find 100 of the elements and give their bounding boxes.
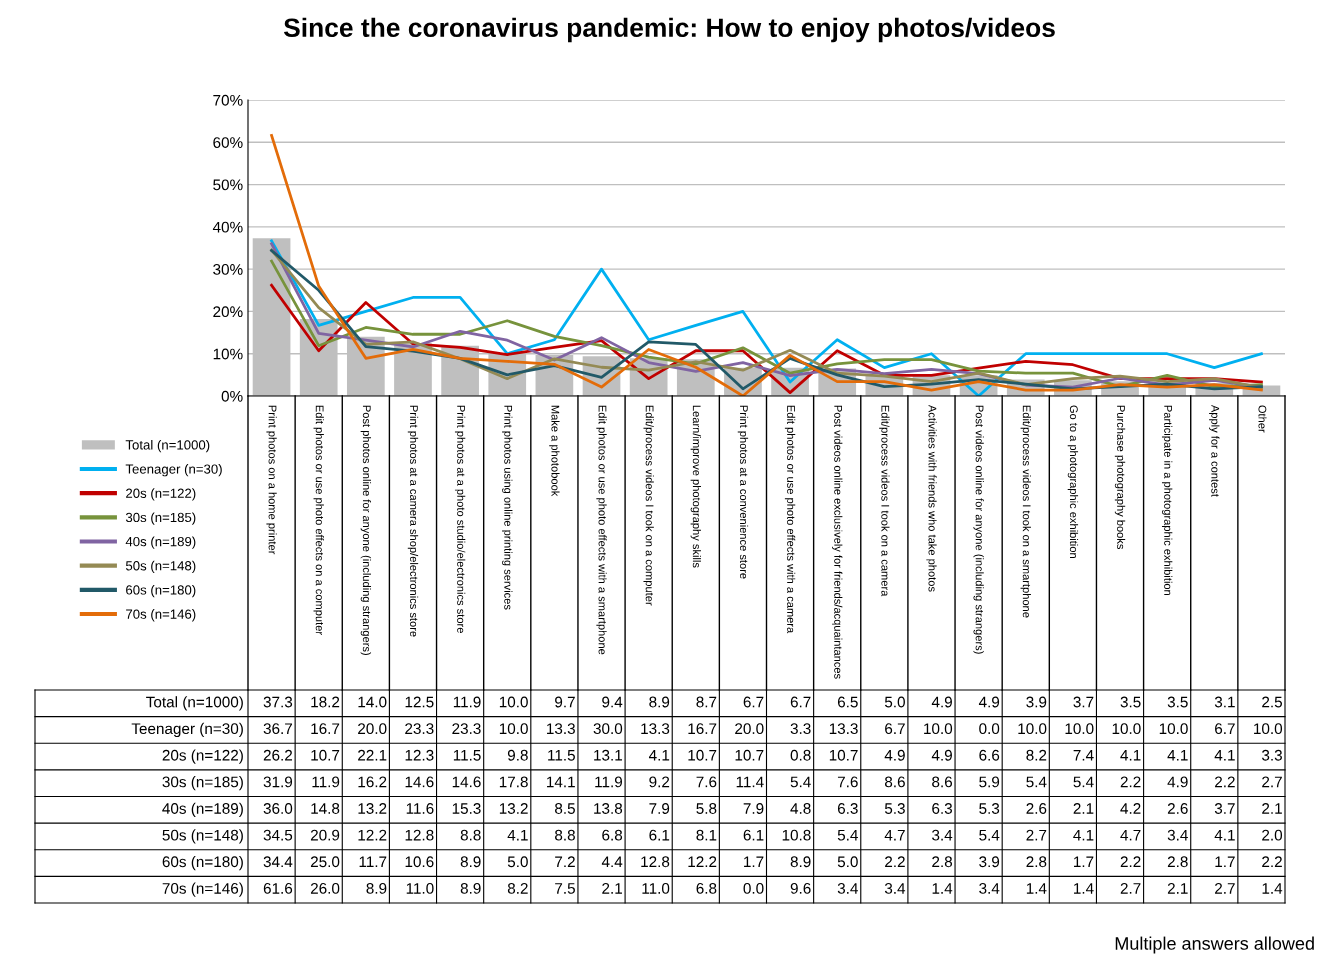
y-tick-label: 0%	[221, 390, 243, 402]
data-label: 6.1	[649, 829, 670, 841]
data-label: 10.7	[735, 749, 764, 761]
data-label: 13.3	[829, 723, 858, 735]
x-tick-label: Purchase photography books	[1114, 405, 1126, 550]
data-label: 2.2	[885, 856, 905, 868]
data-label: 37.3	[263, 696, 293, 708]
data-label: 3.5	[1167, 696, 1188, 708]
data-label: 1.7	[1074, 856, 1094, 868]
data-label: 11.7	[359, 856, 387, 868]
data-label: 13.2	[358, 803, 387, 814]
data-label: 17.8	[499, 776, 528, 788]
x-tick-label: Print photos on a home printer	[266, 405, 277, 555]
data-label: 5.0	[507, 856, 528, 868]
data-label: 10.6	[405, 856, 434, 868]
legend-label: 40s (n=189)	[125, 536, 196, 549]
data-label: 14.8	[311, 803, 340, 814]
data-label: 9.6	[790, 882, 811, 894]
data-label: 10.0	[499, 696, 528, 708]
data-label: 3.9	[1026, 696, 1047, 708]
data-label: 8.9	[649, 696, 670, 708]
data-label: 34.4	[263, 856, 293, 868]
data-label: 2.1	[602, 882, 622, 894]
data-label: 5.9	[979, 776, 1000, 788]
data-label: 20.0	[735, 723, 764, 735]
data-label: 10.7	[688, 749, 717, 761]
data-label: 11.0	[406, 882, 434, 894]
data-label: 2.2	[1262, 856, 1282, 868]
data-label: 8.1	[696, 829, 717, 841]
data-label: 2.8	[932, 856, 953, 868]
x-tick-label: Print photos at a convenience store	[737, 405, 749, 579]
data-label: 3.7	[1073, 696, 1094, 708]
data-label: 4.9	[1167, 776, 1188, 788]
data-label: 5.4	[837, 829, 858, 841]
data-label: 4.1	[648, 750, 670, 761]
data-label: 7.6	[837, 776, 858, 788]
data-label: 7.2	[555, 856, 575, 868]
data-label: 3.4	[837, 882, 858, 894]
data-label: 16.7	[688, 723, 717, 735]
data-label: 5.0	[837, 856, 858, 868]
x-tick-label: Print photos using online printing services	[502, 405, 513, 610]
line-series	[270, 134, 1263, 396]
data-label: 3.3	[790, 723, 811, 735]
data-label: 34.5	[263, 829, 293, 841]
x-tick-label: Edit/process videos I took on a computer	[643, 405, 654, 606]
text: 70s (n=146)	[162, 882, 243, 897]
data-label: 16.7	[311, 723, 340, 735]
data-label: 2.8	[1167, 856, 1188, 868]
data-label: 2.7	[1262, 776, 1282, 788]
data-label: 4.1	[1214, 750, 1235, 761]
data-label: 2.6	[1167, 803, 1188, 814]
data-label: 1.4	[1262, 883, 1283, 894]
legend-label: 20s (n=122)	[126, 488, 196, 501]
data-label: 14.0	[358, 696, 387, 708]
data-label: 14.6	[452, 776, 481, 788]
data-label: 7.4	[1073, 750, 1094, 761]
x-tick-label: Post videos online exclusively for friends/acquaintances	[832, 405, 843, 679]
data-label: 5.8	[696, 803, 717, 814]
data-label: 8.6	[932, 776, 953, 788]
data-label: 5.4	[1026, 776, 1047, 788]
data-label: 2.8	[1026, 856, 1047, 868]
x-tick-label: Edit photos or use photo effects on a computer	[313, 405, 324, 635]
data-label: 26.0	[310, 882, 340, 894]
data-label: 5.0	[884, 696, 905, 708]
data-label: 9.2	[649, 776, 670, 788]
data-label: 12.8	[405, 829, 434, 841]
x-tick-label: Learn/improve photography skills	[690, 405, 701, 568]
data-label: 8.5	[555, 803, 575, 814]
data-label: 4.9	[884, 749, 905, 761]
x-tick-label: Other	[1258, 405, 1267, 433]
data-label: 25.0	[310, 856, 340, 868]
data-label: 9.7	[555, 696, 575, 708]
legend-label: Total (n=1000)	[125, 439, 210, 453]
data-label: 10.0	[1018, 723, 1047, 735]
data-label: 36.0	[263, 803, 293, 814]
data-label: 8.9	[460, 882, 481, 894]
x-tick-label: Participate in a photographic exhibition	[1161, 405, 1173, 596]
data-label: 11.4	[736, 776, 764, 788]
data-label: 11.9	[312, 776, 340, 788]
x-tick-label: Edit photos or use photo effects with a camera	[784, 405, 796, 634]
data-label: 3.4	[932, 829, 953, 841]
x-tick-label: Edit/process videos I took on a camera	[879, 405, 890, 597]
data-label: 2.7	[1215, 882, 1235, 894]
data-label: 6.7	[743, 696, 764, 708]
data-label: 4.1	[507, 829, 528, 841]
data-label: 3.9	[979, 856, 1000, 868]
data-label: 2.1	[1073, 803, 1094, 814]
x-tick-label: Edit/process videos I took on a smartphone	[1020, 405, 1031, 618]
legend-label: 30s (n=185)	[125, 512, 196, 525]
data-label: 4.9	[931, 696, 952, 708]
data-label: 11.9	[453, 696, 481, 708]
data-label: 31.9	[263, 776, 293, 788]
text: Multiple answers allowed	[1115, 936, 1314, 954]
legend-label: 70s (n=146)	[126, 609, 196, 622]
data-label: 8.9	[366, 882, 387, 894]
data-label: 8.6	[884, 776, 905, 788]
data-label: 13.3	[547, 723, 575, 735]
data-label: 10.7	[829, 749, 858, 761]
data-label: 10.0	[1065, 723, 1094, 735]
data-label: 4.8	[790, 803, 811, 814]
